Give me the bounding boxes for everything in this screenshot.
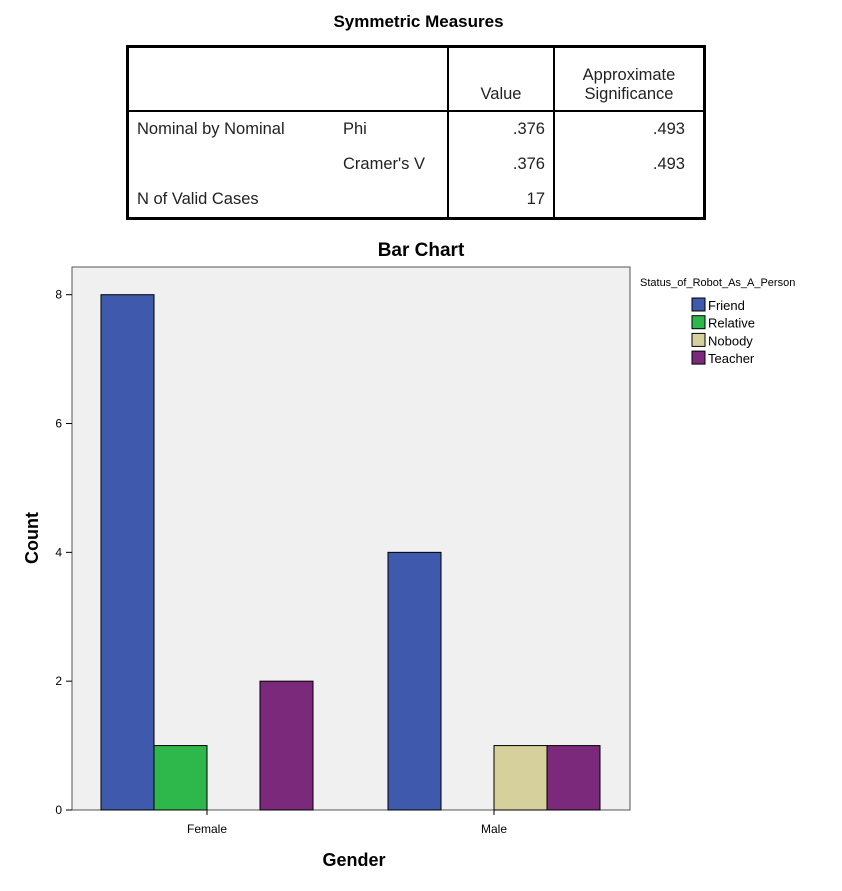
header-sig-line2: Significance <box>584 85 674 103</box>
row-sig: .493 <box>553 111 705 147</box>
legend-title: Status_of_Robot_As_A_Person <box>640 277 795 289</box>
x-tick-label: Male <box>481 822 507 836</box>
legend-label: Friend <box>708 298 745 313</box>
legend-swatch-teacher <box>691 350 706 365</box>
row-value: .376 <box>447 111 554 147</box>
table-header-row: Value Approximate Significance <box>127 46 705 112</box>
row-measure: Cramer's V <box>343 155 425 173</box>
legend-label: Relative <box>708 316 755 331</box>
bar-teacher-male <box>546 745 601 811</box>
header-empty <box>127 46 335 112</box>
table-row: Nominal by Nominal Phi .376 .493 <box>128 111 705 147</box>
y-tick-label: 6 <box>55 417 62 431</box>
row-group: N of Valid Cases <box>137 190 259 208</box>
row-measure: Phi <box>343 120 367 138</box>
legend-swatch-friend <box>691 297 706 312</box>
y-tick-label: 4 <box>55 545 62 559</box>
row-group: Nominal by Nominal <box>137 120 285 138</box>
legend-label: Nobody <box>708 333 753 348</box>
bar-nobody-male <box>493 745 548 811</box>
header-sig-line1: Approximate <box>582 66 676 84</box>
header-significance: Approximate Significance <box>553 46 705 112</box>
bar-relative-female <box>153 745 208 811</box>
header-empty <box>335 46 448 112</box>
legend-swatch-relative <box>691 315 706 330</box>
legend-label: Teacher <box>708 351 755 366</box>
table-row: N of Valid Cases 17 <box>128 182 705 219</box>
row-value: .376 <box>447 147 554 182</box>
header-value: Value <box>447 46 554 112</box>
row-sig <box>553 182 705 219</box>
x-tick-label: Female <box>187 822 227 836</box>
y-tick-label: 2 <box>55 674 62 688</box>
chart-title: Bar Chart <box>378 240 465 261</box>
legend-swatch-nobody <box>691 332 706 347</box>
row-value: 17 <box>447 182 554 219</box>
symmetric-measures-table: Value Approximate Significance Nominal by… <box>126 45 706 220</box>
y-tick-label: 8 <box>55 288 62 302</box>
x-axis-label: Gender <box>322 850 385 870</box>
table-title: Symmetric Measures <box>333 12 504 31</box>
y-axis-label: Count <box>22 512 42 564</box>
y-tick-label: 0 <box>55 803 62 817</box>
bar-friend-male <box>387 551 442 811</box>
plot-area <box>71 266 631 811</box>
row-sig: .493 <box>553 147 705 182</box>
table-row: Cramer's V .376 .493 <box>128 147 705 182</box>
bar-teacher-female <box>259 680 314 811</box>
bar-friend-female <box>100 294 155 811</box>
